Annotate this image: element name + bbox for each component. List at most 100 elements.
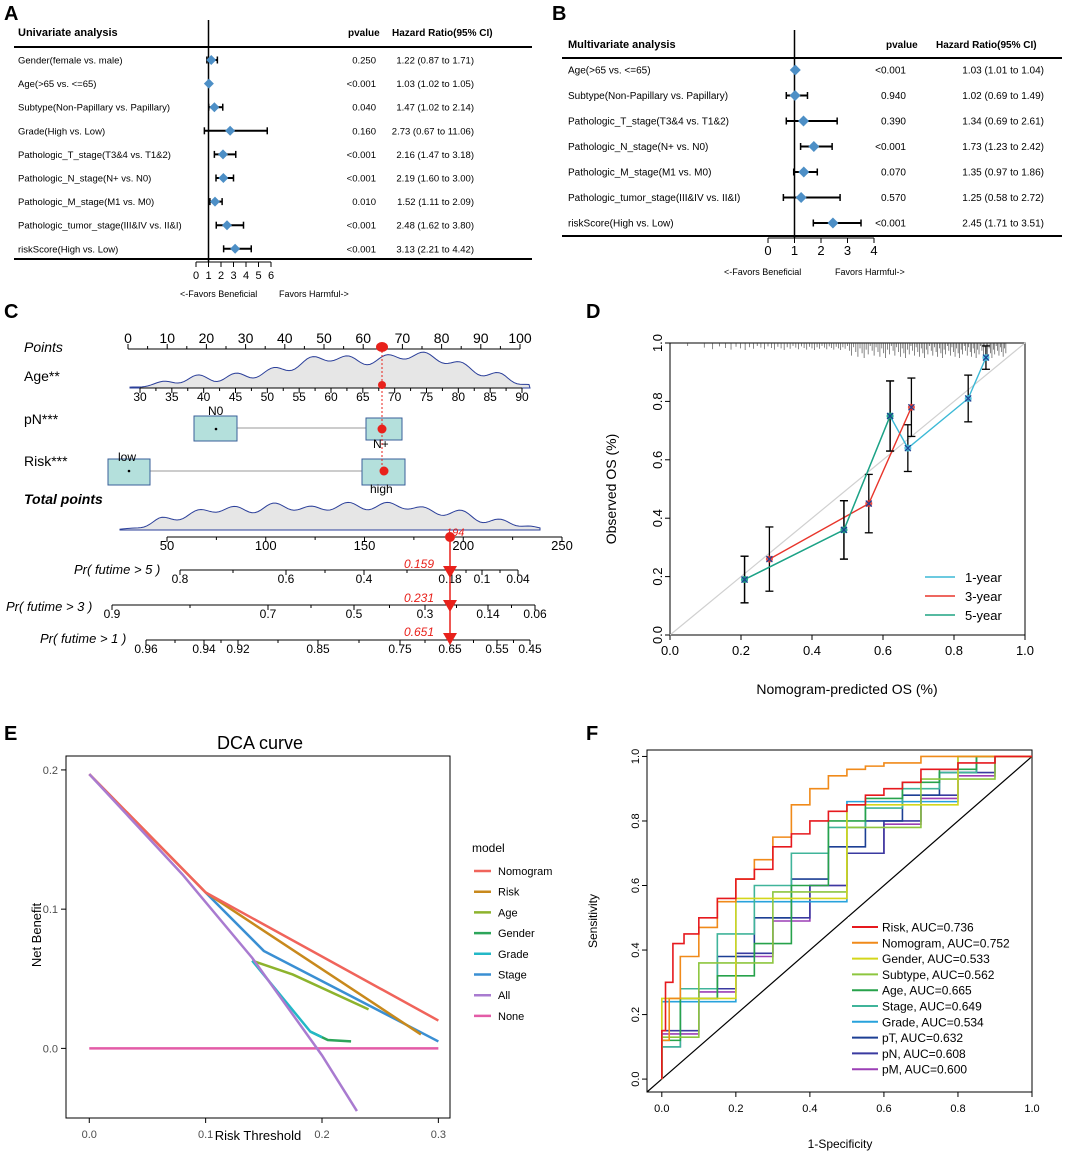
row-label: Pathologic_T_stage(T3&4 vs. T1&2) (18, 150, 171, 161)
pr1-tick-label: 0.92 (226, 642, 250, 656)
forest-a-footer-left: <-Favors Beneficial (180, 289, 257, 299)
panel-letter-d: D (586, 301, 600, 323)
x-tick-label: 1.0 (1024, 1103, 1039, 1115)
row-hr: 2.48 (1.62 to 3.80) (396, 221, 474, 232)
legend-label: pT, AUC=0.632 (882, 1031, 963, 1045)
nomo-pr3-value: 0.231 (404, 591, 434, 605)
pr1-tick-label: 0.96 (134, 642, 158, 656)
y-tick-label: 0.1 (43, 904, 58, 916)
x-tick-label: 1 (791, 243, 798, 258)
forest-a-header-hr: Hazard Ratio(95% CI) (392, 28, 493, 39)
row-hr: 1.35 (0.97 to 1.86) (962, 168, 1044, 179)
forest-b-header-hr: Hazard Ratio(95% CI) (936, 40, 1037, 51)
total-tick-label: 100 (255, 538, 277, 553)
y-tick-label: 0.2 (630, 1007, 642, 1022)
plot-frame (646, 749, 1033, 1093)
data-point-x (907, 403, 915, 411)
forest-b-plot: Age(>65 vs. <=65) <0.001 1.03 (1.01 to 1.0… (568, 30, 1044, 258)
points-tick-label: 30 (238, 330, 254, 346)
points-tick-label: 100 (508, 330, 532, 346)
points-tick-label: 70 (395, 330, 411, 346)
forest-a-header-label: Univariate analysis (18, 27, 118, 39)
hr-point (203, 78, 214, 89)
age-tick-label: 55 (292, 390, 306, 404)
forest-b-header-pvalue: pvalue (886, 40, 918, 51)
nomo-pr1-value: 0.651 (404, 625, 434, 639)
panel-letter-b: B (552, 3, 566, 25)
row-pvalue: 0.160 (352, 126, 376, 137)
forest-a-footer-right: Favors Harmful-> (279, 289, 349, 299)
hr-point (218, 149, 228, 160)
panel-letter-e: E (4, 723, 17, 745)
row-label: Pathologic_T_stage(T3&4 vs. T1&2) (568, 117, 729, 128)
points-tick-label: 20 (199, 330, 215, 346)
risk-box-low-dot (127, 469, 131, 473)
x-tick-label: 2 (817, 243, 824, 258)
row-label: Subtype(Non-Papillary vs. Papillary) (18, 103, 170, 114)
series-line (744, 357, 987, 581)
x-tick-label: 0.2 (732, 643, 750, 658)
x-tick-label: 2 (218, 270, 224, 282)
nomo-risk-marker (379, 466, 389, 476)
legend-label: Age, AUC=0.665 (882, 984, 972, 998)
age-tick-label: 90 (515, 390, 529, 404)
age-tick-label: 70 (388, 390, 402, 404)
points-tick-label: 10 (159, 330, 175, 346)
x-tick-label: 0 (764, 243, 771, 258)
pr5-tick-label: 0.1 (474, 572, 491, 586)
age-tick-label: 40 (197, 390, 211, 404)
series-line (251, 959, 370, 1011)
legend-label: Risk (498, 887, 520, 899)
x-tick-label: 0.3 (431, 1129, 446, 1141)
pn-label-n0: N0 (208, 404, 224, 418)
x-tick-label: 0.1 (198, 1129, 213, 1141)
pr5-tick-label: 0.6 (278, 572, 295, 586)
hr-point (210, 196, 220, 207)
x-tick-label: 0.0 (654, 1103, 669, 1115)
y-tick-label: 0.6 (630, 878, 642, 893)
panel-c: C Points Age** pN*** Risk*** Total point… (4, 301, 573, 656)
nomo-pr3-marker (443, 600, 457, 612)
x-tick-label: 4 (870, 243, 877, 258)
x-tick-label: 3 (844, 243, 851, 258)
y-tick-label: 1.0 (650, 334, 665, 352)
data-point-x (904, 444, 912, 452)
pr1-tick-label: 0.55 (485, 642, 509, 656)
forest-b-footer-left: <-Favors Beneficial (724, 267, 801, 277)
legend-label: Stage, AUC=0.649 (882, 1000, 982, 1014)
legend-label: pM, AUC=0.600 (882, 1063, 967, 1077)
row-pvalue: 0.010 (352, 197, 376, 208)
row-pvalue: <0.001 (875, 142, 906, 153)
age-tick-label: 75 (420, 390, 434, 404)
row-label: Gender(female vs. male) (18, 56, 123, 67)
x-tick-label: 0.0 (82, 1129, 97, 1141)
row-label: Subtype(Non-Papillary vs. Papillary) (568, 91, 728, 102)
row-hr: 1.52 (1.11 to 2.09) (397, 197, 474, 208)
x-tick-label: 6 (268, 270, 274, 282)
y-tick-label: 0.8 (650, 392, 665, 410)
y-tick-label: 0.0 (650, 626, 665, 644)
hr-point (789, 90, 801, 101)
panel-e: E 0.0 0.1 0.2 0.3 0.0 0.1 0.2 DCA curve model Nom… (4, 723, 552, 1143)
row-label: Grade(High vs. Low) (18, 126, 105, 137)
pr1-tick-label: 0.94 (192, 642, 216, 656)
x-tick-label: 0 (193, 270, 199, 282)
pr3-tick-label: 0.14 (476, 607, 500, 621)
nomo-label-pr1: Pr( futime > 1 ) (40, 631, 126, 646)
legend-label: 5-year (965, 608, 1003, 623)
data-point-x (765, 555, 773, 563)
pr3-tick-label: 0.7 (260, 607, 277, 621)
y-tick-label: 0.8 (630, 813, 642, 828)
data-point-x (840, 526, 848, 534)
nomo-label-pr3: Pr( futime > 3 ) (6, 599, 92, 614)
points-tick-label: 50 (316, 330, 332, 346)
row-hr: 2.73 (0.67 to 11.06) (392, 126, 474, 137)
row-pvalue: <0.001 (347, 174, 376, 185)
row-label: riskScore(High vs. Low) (568, 219, 674, 230)
forest-b-header-label: Multivariate analysis (568, 39, 676, 51)
legend-label: Grade (498, 949, 529, 961)
risk-label-high: high (370, 482, 393, 496)
plot-frame (65, 755, 451, 1119)
x-tick-label: 0.8 (950, 1103, 965, 1115)
legend-label: pN, AUC=0.608 (882, 1047, 966, 1061)
